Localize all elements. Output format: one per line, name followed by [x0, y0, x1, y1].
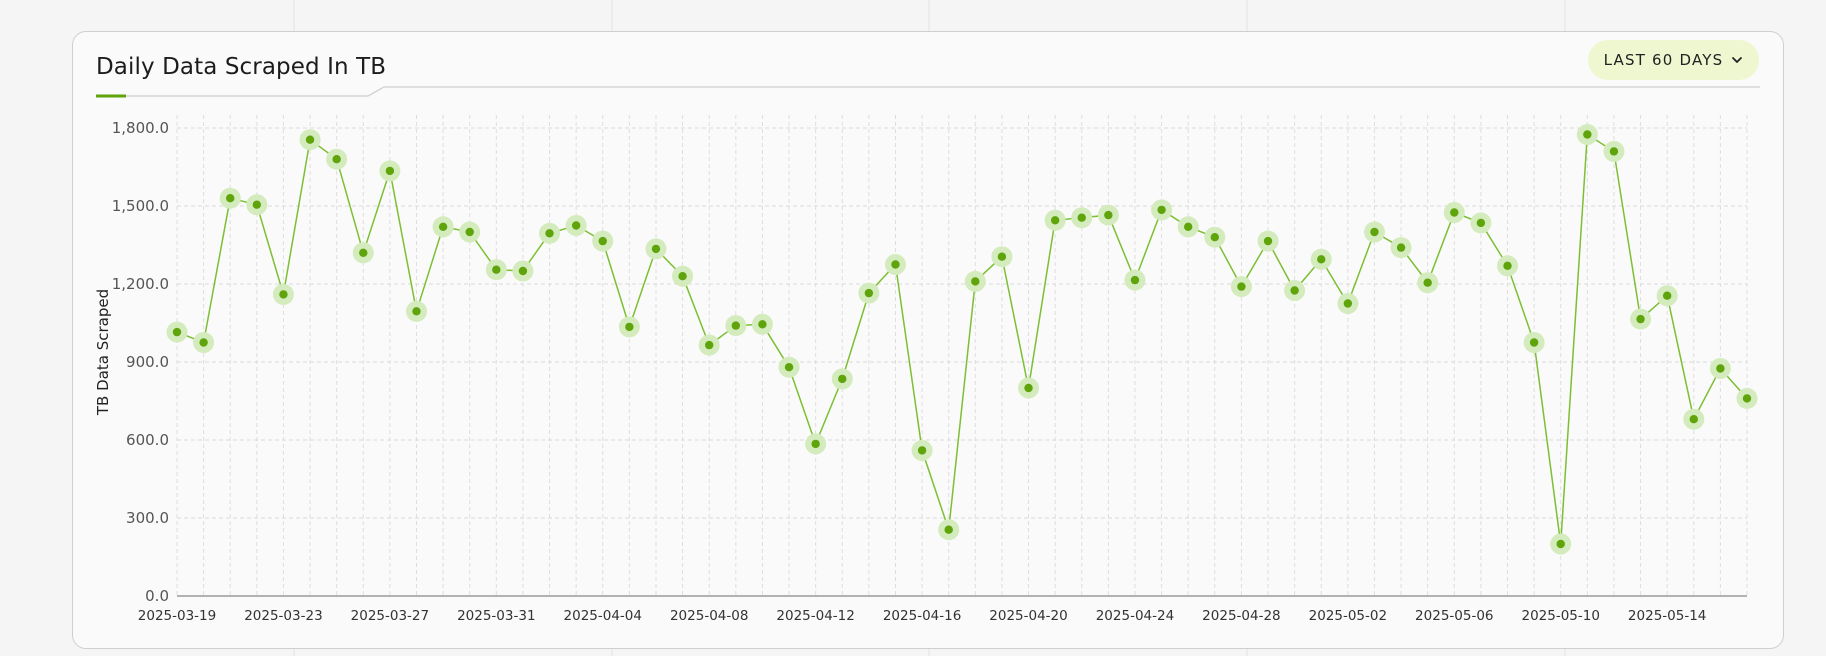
data-point[interactable]	[172, 327, 182, 337]
data-point[interactable]	[571, 221, 581, 230]
data-point[interactable]	[252, 200, 262, 209]
data-point[interactable]	[917, 446, 927, 455]
data-point[interactable]	[305, 135, 315, 144]
data-point[interactable]	[492, 265, 501, 274]
data-point[interactable]	[1689, 415, 1698, 424]
y-tick-label: 1,800.0	[112, 119, 169, 137]
date-range-dropdown[interactable]: LAST 60 DAYS	[1588, 40, 1759, 80]
data-point[interactable]	[758, 320, 767, 329]
y-tick-label: 900.0	[126, 353, 169, 371]
x-tick-label: 2025-04-16	[883, 608, 961, 624]
data-point[interactable]	[1024, 383, 1033, 393]
data-point[interactable]	[997, 252, 1007, 261]
y-axis-label: TB Data Scraped	[94, 289, 112, 416]
data-point[interactable]	[1343, 299, 1353, 308]
x-tick-label: 2025-05-02	[1309, 608, 1387, 624]
data-point[interactable]	[199, 338, 208, 347]
x-tick-label: 2025-03-27	[351, 608, 429, 624]
data-point[interactable]	[1050, 216, 1060, 225]
data-point[interactable]	[944, 525, 953, 534]
chart-card	[72, 31, 1784, 649]
data-point[interactable]	[1077, 213, 1086, 222]
x-tick-label: 2025-05-14	[1628, 608, 1706, 624]
x-tick-label: 2025-04-28	[1202, 608, 1280, 624]
x-tick-label: 2025-03-19	[138, 608, 216, 624]
series-line	[176, 133, 1748, 545]
data-point[interactable]	[359, 248, 368, 257]
data-point[interactable]	[1396, 243, 1406, 252]
data-point[interactable]	[1503, 261, 1512, 270]
data-point[interactable]	[678, 272, 687, 281]
data-point[interactable]	[1157, 205, 1166, 215]
title-underline-track	[96, 86, 1760, 97]
x-tick-label: 2025-04-08	[670, 608, 748, 624]
x-tick-label: 2025-03-31	[457, 608, 535, 624]
data-point[interactable]	[332, 155, 341, 164]
data-point[interactable]	[438, 222, 448, 231]
data-point[interactable]	[891, 260, 900, 269]
x-tick-label: 2025-04-04	[564, 608, 642, 624]
x-tick-label: 2025-04-20	[989, 608, 1067, 624]
data-point[interactable]	[1662, 291, 1672, 300]
data-point[interactable]	[1450, 208, 1459, 217]
data-point[interactable]	[971, 277, 980, 286]
data-point[interactable]	[1104, 210, 1113, 220]
data-point[interactable]	[784, 363, 794, 372]
y-tick-label: 300.0	[126, 509, 169, 527]
x-tick-label: 2025-05-06	[1415, 608, 1493, 624]
data-point[interactable]	[1130, 275, 1140, 285]
data-point[interactable]	[651, 244, 661, 254]
y-tick-label: 1,500.0	[112, 197, 169, 215]
x-tick-label: 2025-04-12	[776, 608, 854, 624]
chevron-down-icon	[1732, 57, 1743, 63]
data-point[interactable]	[864, 288, 874, 298]
data-point[interactable]	[1317, 255, 1326, 264]
data-point[interactable]	[412, 307, 421, 316]
data-point[interactable]	[1529, 338, 1539, 347]
data-point[interactable]	[226, 194, 235, 203]
y-tick-label: 0.0	[145, 587, 169, 605]
x-tick-label: 2025-05-10	[1521, 608, 1599, 624]
y-tick-label: 1,200.0	[112, 275, 169, 293]
data-point[interactable]	[625, 322, 634, 332]
chart-title: Daily Data Scraped In TB	[96, 54, 387, 80]
data-point[interactable]	[838, 374, 847, 384]
x-tick-label: 2025-04-24	[1096, 608, 1174, 624]
data-point[interactable]	[1210, 233, 1219, 242]
data-point[interactable]	[1636, 314, 1645, 324]
data-point[interactable]	[1237, 282, 1246, 291]
data-point[interactable]	[1609, 147, 1619, 156]
y-tick-label: 600.0	[126, 431, 169, 449]
data-point[interactable]	[1742, 394, 1752, 403]
date-range-label: LAST 60 DAYS	[1603, 51, 1724, 69]
data-point[interactable]	[1183, 222, 1193, 231]
data-point[interactable]	[1583, 130, 1592, 139]
data-point[interactable]	[811, 439, 820, 449]
data-point[interactable]	[1290, 286, 1299, 295]
data-point[interactable]	[1370, 227, 1379, 237]
data-point[interactable]	[598, 236, 607, 246]
data-point[interactable]	[731, 321, 741, 330]
x-tick-label: 2025-03-23	[244, 608, 322, 624]
data-point[interactable]	[465, 227, 474, 237]
data-point[interactable]	[518, 266, 528, 276]
data-point[interactable]	[385, 166, 395, 176]
data-point[interactable]	[1423, 278, 1432, 287]
data-point[interactable]	[705, 340, 714, 350]
data-point[interactable]	[1263, 236, 1273, 246]
data-point[interactable]	[1476, 218, 1486, 228]
data-point[interactable]	[279, 290, 288, 299]
data-point[interactable]	[1556, 539, 1565, 549]
data-point[interactable]	[1716, 364, 1725, 373]
data-point[interactable]	[545, 229, 554, 238]
